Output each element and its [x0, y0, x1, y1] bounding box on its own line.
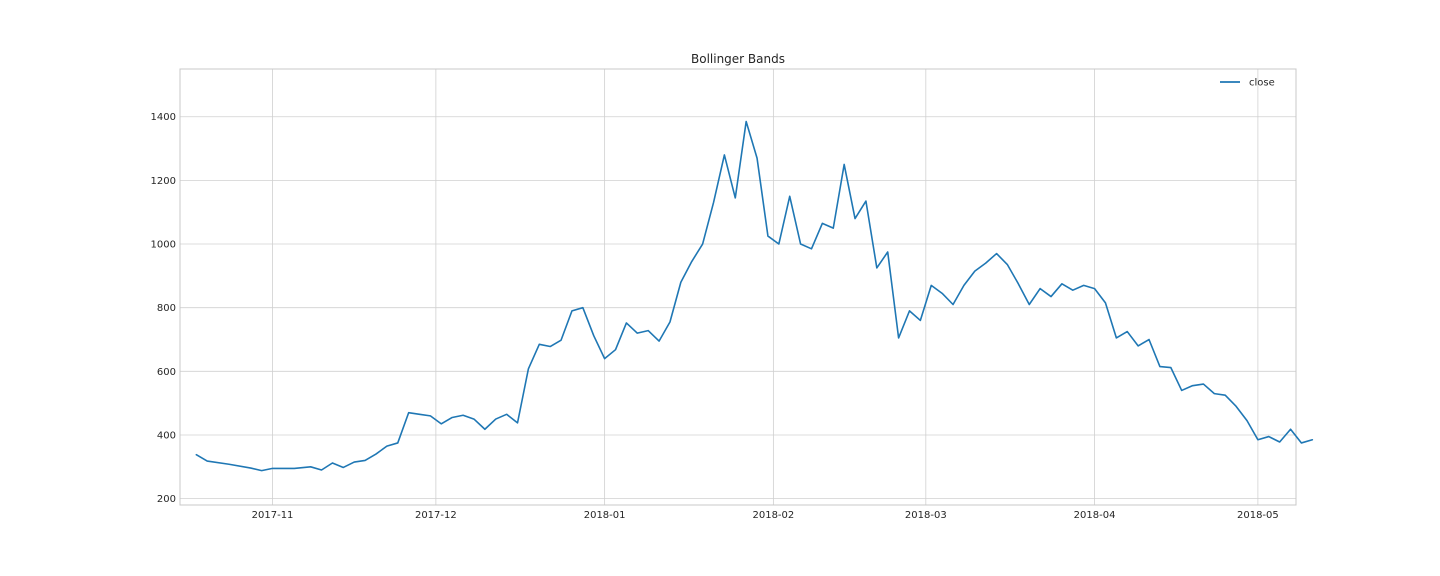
- series-line-close: [195, 120, 1314, 472]
- legend-label: close: [1249, 78, 1275, 89]
- y-tick-label: 600: [157, 367, 176, 378]
- x-tick-label: 2018-04: [1074, 510, 1116, 521]
- y-tick-label: 400: [157, 430, 176, 441]
- plot-frame: [179, 68, 1297, 506]
- x-tick-label: 2018-02: [752, 510, 794, 521]
- series-layer: [195, 120, 1314, 472]
- x-tick-label: 2018-05: [1237, 510, 1279, 521]
- x-tick-label: 2017-12: [415, 510, 457, 521]
- y-tick-label: 1000: [151, 240, 176, 251]
- y-tick-label: 200: [157, 494, 176, 505]
- y-tick-label: 1200: [151, 176, 176, 187]
- y-tick-label: 1400: [151, 112, 176, 123]
- x-tick-label: 2017-11: [252, 510, 294, 521]
- legend: close: [1220, 78, 1275, 89]
- x-tick-label: 2018-03: [905, 510, 947, 521]
- y-tick-label: 800: [157, 303, 176, 314]
- chart-title: Bollinger Bands: [691, 52, 785, 66]
- tick-layer: 2017-11 2017-12 2018-01 2018-02 2018-03 2018-…: [151, 112, 1279, 521]
- x-tick-label: 2018-01: [584, 510, 626, 521]
- grid-layer: [180, 69, 1296, 505]
